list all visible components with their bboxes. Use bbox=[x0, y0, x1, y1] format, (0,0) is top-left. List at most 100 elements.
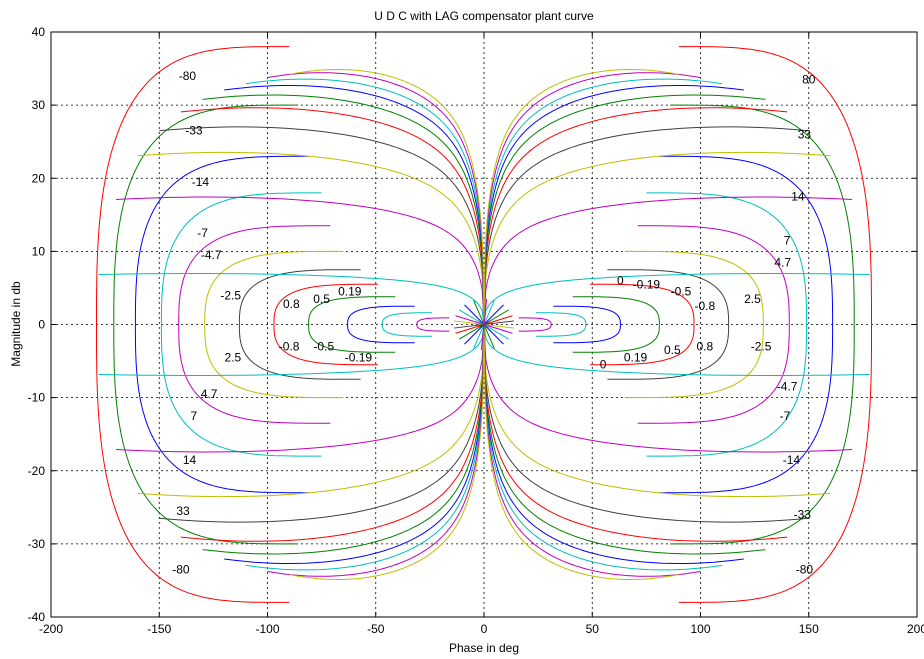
n-contour bbox=[483, 324, 870, 376]
n-contour bbox=[267, 324, 485, 577]
n-contour bbox=[159, 324, 485, 523]
curve-label: 0 bbox=[600, 358, 607, 372]
x-tick-label: 0 bbox=[481, 622, 488, 636]
m-contour bbox=[553, 305, 621, 344]
n-contour bbox=[137, 324, 485, 498]
n-contour bbox=[115, 196, 485, 325]
curve-label: 0.5 bbox=[664, 343, 681, 357]
curve-label: -0.5 bbox=[671, 285, 692, 299]
curve-label: -80 bbox=[796, 562, 814, 576]
n-contour bbox=[483, 324, 744, 564]
m-contour bbox=[416, 317, 450, 332]
n-contour bbox=[224, 324, 485, 564]
m-contour bbox=[96, 46, 290, 603]
n-contour bbox=[245, 324, 485, 571]
m-contour bbox=[670, 104, 855, 545]
curve-label: 80 bbox=[802, 73, 816, 87]
x-tick-label: 150 bbox=[799, 622, 819, 636]
curve-label: 0.8 bbox=[696, 339, 713, 353]
n-contour bbox=[289, 68, 485, 325]
m-contour bbox=[308, 296, 396, 353]
curve-label: 0.5 bbox=[313, 292, 330, 306]
n-contour bbox=[483, 126, 809, 325]
curve-label: -0.19 bbox=[633, 277, 661, 291]
m-contour bbox=[624, 250, 764, 399]
n-contour bbox=[483, 151, 831, 325]
y-tick-label: 0 bbox=[38, 318, 45, 332]
n-contour bbox=[483, 324, 679, 581]
n-contour bbox=[483, 324, 766, 555]
n-contour bbox=[483, 78, 723, 325]
grid bbox=[51, 32, 917, 617]
x-tick-label: -50 bbox=[367, 622, 385, 636]
curve-label-layer: -80-33-14-7-4.7-2.50.8 0.50.192.5-0.8 -0.5… bbox=[172, 69, 816, 577]
curve-label: 2.5 bbox=[225, 350, 242, 364]
m-contour bbox=[572, 296, 660, 353]
curve-label: -4.7 bbox=[201, 248, 222, 262]
curve-label: 0.19 bbox=[624, 350, 648, 364]
curve-label: 33 bbox=[176, 504, 190, 518]
curve-label: -0.8 bbox=[694, 299, 715, 313]
m-contour bbox=[160, 192, 322, 457]
curve-layer bbox=[96, 46, 872, 603]
x-tick-label: -100 bbox=[255, 622, 279, 636]
m-contour bbox=[238, 269, 361, 380]
m-contour bbox=[273, 283, 378, 366]
n-contour bbox=[483, 324, 831, 498]
n-contour bbox=[224, 85, 485, 325]
curve-label: 4.7 bbox=[201, 387, 218, 401]
n-contour bbox=[483, 273, 870, 325]
m-contour bbox=[518, 317, 552, 332]
curve-label: -14 bbox=[192, 175, 210, 189]
n-contour bbox=[115, 324, 485, 453]
curve-label: -0.19 bbox=[345, 350, 373, 364]
x-axis: -200 -150 -100 -50 0 50 100 150 200 bbox=[39, 32, 924, 636]
y-tick-label: -30 bbox=[28, 537, 46, 551]
m-contour bbox=[381, 312, 432, 337]
y-tick-label: -20 bbox=[28, 464, 46, 478]
n-contour bbox=[245, 78, 485, 325]
n-contour bbox=[98, 273, 485, 325]
curve-label: -14 bbox=[783, 453, 801, 467]
origin-spoke bbox=[480, 298, 488, 351]
m-contour bbox=[204, 250, 344, 399]
x-tick-label: -200 bbox=[39, 622, 63, 636]
chart-title: U D C with LAG compensator plant curve bbox=[374, 9, 594, 23]
curve-label: 0.8 bbox=[283, 297, 300, 311]
n-contour bbox=[483, 324, 701, 577]
curve-label: -7 bbox=[780, 409, 791, 423]
m-contour bbox=[646, 192, 808, 457]
curve-label: -80 bbox=[179, 69, 197, 83]
n-contour bbox=[202, 94, 485, 325]
y-tick-label: -40 bbox=[28, 610, 46, 624]
curve-label: 0 bbox=[617, 274, 624, 288]
m-contour bbox=[659, 155, 834, 494]
m-contour bbox=[678, 46, 872, 603]
m-contour bbox=[590, 283, 695, 366]
curve-label: -33 bbox=[794, 508, 812, 522]
curve-label: 4.7 bbox=[774, 255, 791, 269]
y-axis: 40 30 20 10 0 -10 -20 -30 -40 bbox=[28, 25, 917, 624]
y-tick-label: 30 bbox=[32, 98, 46, 112]
n-contour bbox=[483, 68, 679, 325]
m-contour bbox=[134, 155, 309, 494]
n-contour bbox=[202, 324, 485, 555]
n-contour bbox=[483, 196, 853, 325]
curve-label: 14 bbox=[791, 190, 805, 204]
curve-label: 2.5 bbox=[744, 292, 761, 306]
y-tick-label: 20 bbox=[32, 171, 46, 185]
curve-label: -0.8 bbox=[279, 339, 300, 353]
curve-label: -4.7 bbox=[777, 380, 798, 394]
n-contour bbox=[483, 94, 766, 325]
curve-label: 14 bbox=[183, 453, 197, 467]
n-contour bbox=[180, 107, 485, 325]
n-contour bbox=[483, 72, 701, 325]
n-contour bbox=[483, 324, 853, 453]
n-contour bbox=[483, 324, 723, 571]
curve-label: 33 bbox=[798, 127, 812, 141]
curve-label: -33 bbox=[185, 124, 203, 138]
n-contour bbox=[483, 107, 788, 325]
m-contour bbox=[607, 269, 730, 380]
x-axis-label: Phase in deg bbox=[449, 641, 519, 655]
